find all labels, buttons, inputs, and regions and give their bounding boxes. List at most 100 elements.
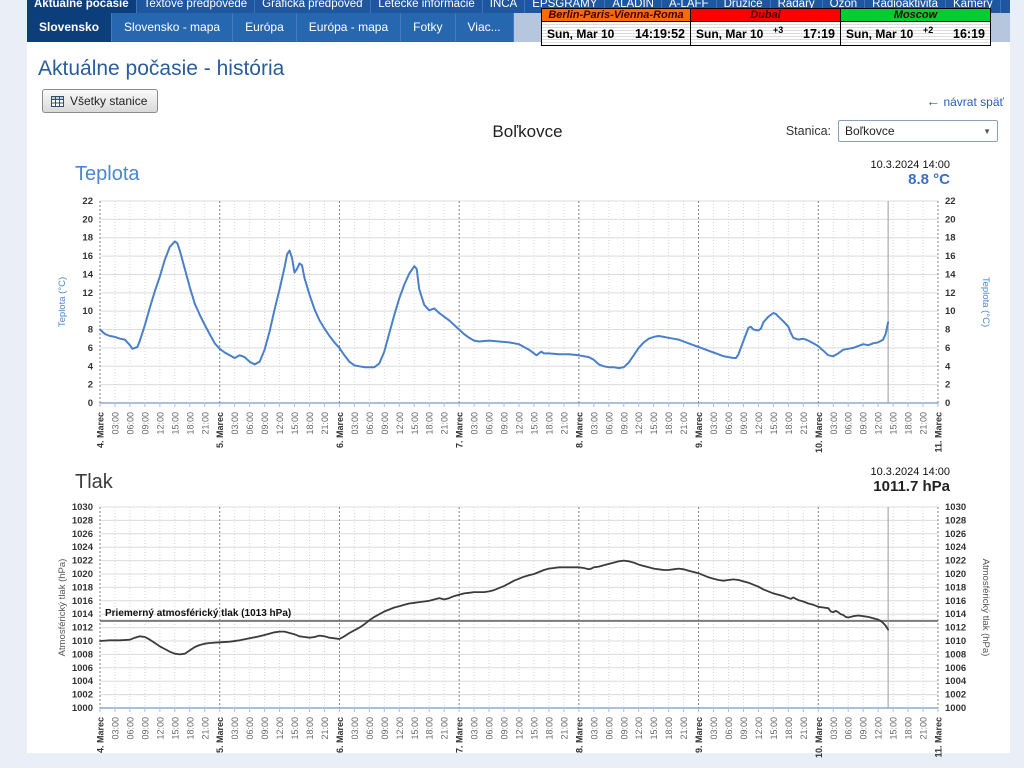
svg-text:20: 20: [945, 214, 956, 225]
nav-tab-r-dioaktivita[interactable]: Rádioaktivita: [865, 0, 946, 13]
nav-tab-epsgramy[interactable]: EPSGRAMY: [525, 0, 606, 13]
svg-text:8. Marec: 8. Marec: [574, 412, 584, 448]
svg-text:06:00: 06:00: [365, 717, 375, 740]
clock-time: 17:19: [803, 26, 835, 41]
svg-text:11. Marec: 11. Marec: [934, 717, 944, 758]
subnav-tab-fotky[interactable]: Fotky: [401, 13, 456, 42]
svg-text:1026: 1026: [945, 529, 966, 540]
svg-text:06:00: 06:00: [365, 412, 375, 435]
nav-tab-aktu-lne-po-asie[interactable]: Aktuálne počasie: [27, 0, 137, 13]
svg-text:09:00: 09:00: [859, 717, 869, 740]
subnav-tab-eur-pa[interactable]: Európa: [233, 13, 297, 42]
clock-panel-dubai: Dubai Sun, Mar 10 +3 17:19: [691, 8, 841, 46]
nav-tab-dru-ice[interactable]: Družice: [717, 0, 771, 13]
svg-text:03:00: 03:00: [230, 717, 240, 740]
svg-text:03:00: 03:00: [350, 717, 360, 740]
svg-text:1010: 1010: [72, 636, 93, 647]
svg-text:21:00: 21:00: [320, 717, 330, 740]
svg-text:2: 2: [88, 380, 93, 391]
svg-text:15:00: 15:00: [649, 717, 659, 740]
svg-text:1022: 1022: [72, 556, 93, 567]
svg-text:21:00: 21:00: [559, 717, 569, 740]
station-select-value: Boľkovce: [845, 124, 895, 138]
svg-text:4: 4: [945, 361, 951, 372]
svg-text:1002: 1002: [72, 690, 93, 701]
clock-date: Sun, Mar 10: [547, 26, 615, 41]
station-select[interactable]: Boľkovce ▼: [838, 120, 998, 142]
svg-text:4. Marec: 4. Marec: [96, 717, 106, 753]
world-clocks: Berlin-Paris-Vienna-Roma Sun, Mar 10 14:19…: [541, 8, 991, 46]
nav-tab-oz-n[interactable]: Ozón: [823, 0, 866, 13]
svg-text:12:00: 12:00: [515, 412, 525, 435]
svg-text:15:00: 15:00: [649, 412, 659, 435]
svg-text:15:00: 15:00: [889, 412, 899, 435]
svg-text:18:00: 18:00: [305, 412, 315, 435]
pressure-value: 1011.7 hPa: [873, 478, 950, 495]
nav-tab-radary[interactable]: Radary: [771, 0, 823, 13]
svg-text:16: 16: [945, 251, 956, 262]
svg-text:15:00: 15:00: [769, 717, 779, 740]
subnav-tab-eur-pa-mapa[interactable]: Európa - mapa: [297, 13, 402, 42]
svg-text:18:00: 18:00: [904, 717, 914, 740]
svg-text:20: 20: [82, 214, 93, 225]
pressure-chart-title: Tlak: [75, 471, 113, 493]
svg-text:9. Marec: 9. Marec: [694, 717, 704, 753]
svg-text:21:00: 21:00: [679, 717, 689, 740]
nav-tab-aladin[interactable]: ALADIN: [605, 0, 662, 13]
svg-text:15:00: 15:00: [410, 717, 420, 740]
svg-text:7. Marec: 7. Marec: [455, 412, 465, 448]
svg-text:18:00: 18:00: [185, 717, 195, 740]
svg-text:11. Marec: 11. Marec: [934, 412, 944, 453]
nav-tab-a-laff[interactable]: A-LAFF: [662, 0, 717, 13]
svg-text:09:00: 09:00: [500, 412, 510, 435]
svg-text:1016: 1016: [72, 596, 93, 607]
all-stations-button[interactable]: Všetky stanice: [42, 89, 159, 113]
subnav-tab-viac-[interactable]: Viac...: [456, 13, 514, 42]
svg-text:09:00: 09:00: [859, 412, 869, 435]
svg-text:1016: 1016: [945, 596, 966, 607]
back-link[interactable]: ← návrat späť: [926, 93, 1004, 109]
clock-utc-offset: +3: [773, 24, 784, 35]
svg-text:03:00: 03:00: [470, 412, 480, 435]
svg-text:22: 22: [945, 196, 956, 207]
svg-text:Priemerný atmosférický tlak (1: Priemerný atmosférický tlak (1013 hPa): [105, 608, 291, 619]
subnav-tab-slovensko[interactable]: Slovensko: [27, 13, 113, 42]
svg-text:1026: 1026: [72, 529, 93, 540]
svg-text:18:00: 18:00: [784, 717, 794, 740]
svg-text:15:00: 15:00: [529, 412, 539, 435]
nav-tab-leteck-inform-cie[interactable]: Letecké informácie: [371, 0, 483, 13]
nav-tab-textov-predpovede[interactable]: Textové predpovede: [137, 0, 256, 13]
svg-text:6: 6: [88, 343, 93, 354]
svg-text:15:00: 15:00: [290, 717, 300, 740]
svg-text:1018: 1018: [72, 582, 93, 593]
temperature-value: 8.8 °C: [908, 171, 950, 188]
svg-text:10. Marec: 10. Marec: [814, 412, 824, 453]
svg-text:21:00: 21:00: [440, 412, 450, 435]
svg-text:1004: 1004: [72, 676, 94, 687]
svg-text:09:00: 09:00: [619, 412, 629, 435]
svg-text:03:00: 03:00: [589, 717, 599, 740]
svg-text:03:00: 03:00: [589, 412, 599, 435]
svg-text:21:00: 21:00: [440, 717, 450, 740]
nav-tab-kamery[interactable]: Kamery: [946, 0, 1001, 13]
svg-text:18:00: 18:00: [664, 717, 674, 740]
svg-text:15:00: 15:00: [170, 717, 180, 740]
nav-tab-inca[interactable]: INCA: [483, 0, 526, 13]
svg-text:03:00: 03:00: [230, 412, 240, 435]
subnav-tab-slovensko-mapa[interactable]: Slovensko - mapa: [112, 13, 234, 42]
svg-text:09:00: 09:00: [500, 717, 510, 740]
svg-text:21:00: 21:00: [919, 412, 929, 435]
svg-text:09:00: 09:00: [260, 412, 270, 435]
svg-text:06:00: 06:00: [125, 412, 135, 435]
svg-text:09:00: 09:00: [140, 717, 150, 740]
svg-text:18:00: 18:00: [185, 412, 195, 435]
pressure-current-reading: 10.3.2024 14:00 1011.7 hPa: [870, 466, 950, 495]
nav-tab-grafick-predpove-[interactable]: Grafická predpoveď: [255, 0, 372, 13]
svg-text:03:00: 03:00: [829, 412, 839, 435]
svg-text:2: 2: [945, 380, 950, 391]
clock-date: Sun, Mar 10: [696, 26, 764, 41]
svg-text:1010: 1010: [945, 636, 966, 647]
svg-text:18:00: 18:00: [425, 412, 435, 435]
svg-text:8: 8: [945, 325, 950, 336]
